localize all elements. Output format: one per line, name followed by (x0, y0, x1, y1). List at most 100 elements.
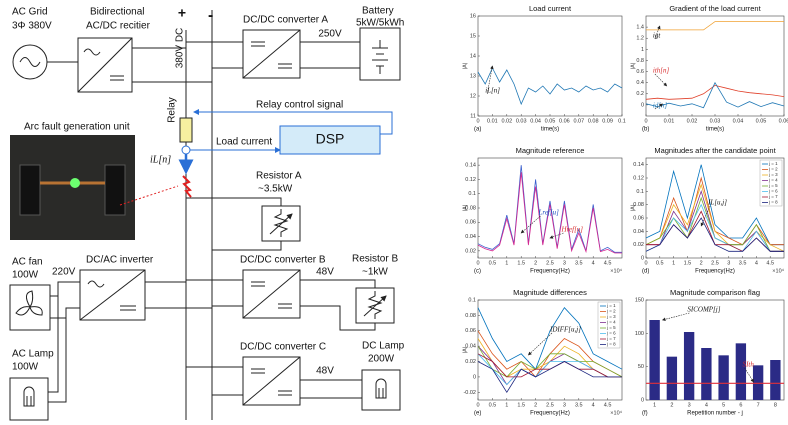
y-axis-label: |A| (462, 63, 468, 70)
y-tick-label: 0.02 (465, 359, 476, 365)
x-tick-label: 4 (592, 260, 595, 266)
panel-title: Magnitudes after the candidate point (654, 146, 776, 155)
x-tick-label: 2 (534, 260, 537, 266)
x-tick-label: 0.01 (487, 118, 498, 124)
x-tick-label: 4.5 (604, 260, 612, 266)
y-tick-label: 1 (641, 47, 644, 53)
y-tick-label: 0.02 (633, 242, 644, 248)
legend-label: j = 3 (606, 314, 616, 319)
x-tick-label: 4 (755, 260, 758, 266)
panel-title: Magnitude differences (513, 288, 587, 297)
panel-title: Magnitude reference (516, 146, 585, 155)
x-tick-label: 0 (476, 118, 479, 124)
dsp-label: DSP (316, 131, 345, 147)
series-line (645, 183, 785, 252)
y-tick-label: 16 (470, 13, 476, 19)
wire (48, 281, 212, 403)
x-tick-label: 3.5 (575, 402, 583, 408)
legend-label: j = 5 (768, 183, 778, 188)
x-tick-label: 0.04 (733, 118, 744, 124)
inverter-label: DC/AC inverter (86, 255, 154, 266)
inverter (79, 269, 146, 321)
battery-rating: 5kW/5kWh (356, 18, 404, 29)
photo-detail (104, 164, 126, 216)
legend-box (759, 159, 783, 207)
bar (683, 332, 695, 400)
bus-plus: + (178, 5, 186, 21)
wire (186, 197, 282, 251)
annotation: SIth (743, 361, 755, 369)
legend-label: j = 6 (606, 331, 616, 336)
y-tick-label: 0 (641, 397, 644, 403)
converter-a (242, 29, 301, 79)
signal-label: Relay control signal (256, 100, 343, 111)
x-tick-label: 0.08 (588, 118, 599, 124)
battery-label: Battery (362, 6, 394, 17)
lamp-label: AC Lamp (12, 349, 54, 360)
x-tick-label: 0 (644, 260, 647, 266)
legend-label: j = 1 (768, 161, 778, 166)
panel-letter: (a) (474, 127, 481, 133)
legend-label: j = 8 (606, 342, 616, 347)
panel-title: Magnitude comparison flag (670, 288, 760, 297)
lamp-box (9, 377, 49, 421)
x-tick-label: 0.1 (618, 118, 626, 124)
fan-icon (15, 290, 43, 316)
y-axis-label: |A| (462, 347, 468, 354)
sine-icon (19, 57, 41, 67)
y-tick-label: 0 (641, 102, 644, 108)
series-line (477, 307, 623, 370)
legend-label: j = 4 (768, 178, 778, 183)
x-tick-label: 4 (592, 402, 595, 408)
panel-letter: (e) (474, 411, 481, 417)
annotation: ith[n] (653, 67, 670, 75)
annotation: SICOMP[j] (687, 306, 720, 314)
x-tick-label: 0.04 (530, 118, 541, 124)
bus-minus: - (208, 7, 213, 24)
sensor (181, 145, 191, 155)
bar (752, 365, 764, 400)
circuit-diagram: 380V DC + - AC Grid 3Φ 380V Bidirectiona… (9, 5, 405, 421)
x-tick-label: 2 (534, 402, 537, 408)
annotation-arrow (520, 215, 541, 234)
x-tick-label: 8 (774, 402, 777, 408)
dc-lamp-rating: 200W (368, 354, 395, 365)
y-tick-label: 0.4 (636, 80, 644, 86)
bar (701, 348, 712, 400)
y-tick-label: 0.08 (465, 205, 476, 211)
x-tick-label: 1 (505, 402, 508, 408)
voltage: 48V (316, 267, 334, 278)
x-tick-label: 4.5 (604, 402, 612, 408)
annotation: iL[n] (485, 87, 500, 95)
lamp-icon (23, 386, 35, 407)
bar (649, 320, 660, 400)
x-axis-label: Repetition number - j (687, 411, 743, 417)
x-multiplier: ×10⁴ (610, 409, 622, 416)
x-tick-label: 2.5 (546, 402, 554, 408)
arc-glow (70, 178, 80, 188)
y-tick-label: 0.14 (633, 162, 644, 168)
x-multiplier: ×10⁴ (772, 267, 784, 274)
legend-label: j = 1 (606, 303, 616, 308)
x-tick-label: 0.03 (516, 118, 527, 124)
panel-title: Gradient of the load current (669, 4, 761, 13)
wire (186, 279, 376, 331)
series-line (477, 345, 623, 378)
x-tick-label: 0 (644, 118, 647, 124)
panel-letter: (c) (474, 269, 481, 275)
y-tick-label: 0.14 (465, 163, 476, 169)
converter-c-label: DC/DC converter C (240, 342, 326, 353)
x-tick-label: 0.09 (602, 118, 613, 124)
legend-label: j = 3 (768, 172, 778, 177)
panel-title: Load current (529, 4, 572, 13)
wire (186, 41, 360, 69)
series-line (645, 164, 784, 246)
x-tick-label: 6 (739, 402, 742, 408)
y-tick-label: 0.04 (633, 229, 644, 235)
x-tick-label: 0.5 (656, 260, 664, 266)
x-tick-label: 0.06 (559, 118, 570, 124)
fan-label: AC fan (12, 257, 43, 268)
lamp-icon (375, 378, 387, 399)
plot-area (477, 15, 623, 117)
